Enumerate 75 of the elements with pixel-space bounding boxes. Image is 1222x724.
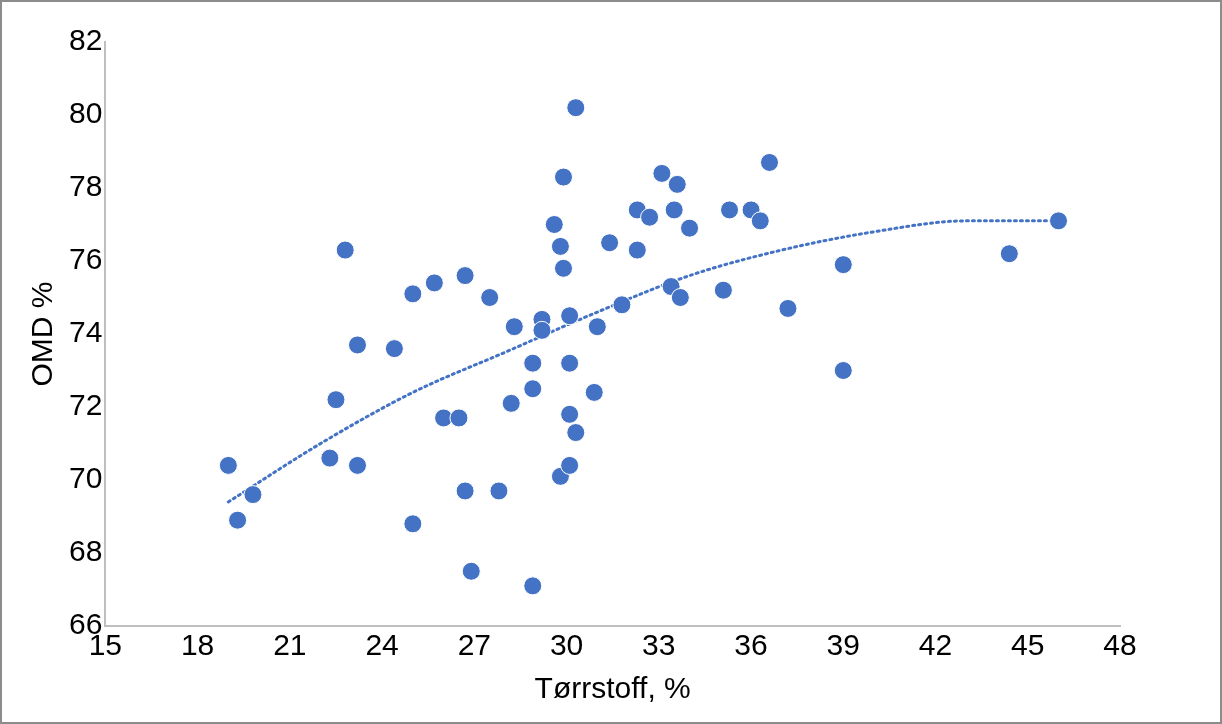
x-tick-label: 36 — [734, 628, 768, 662]
y-tick-label: 70 — [68, 461, 103, 495]
point — [560, 404, 580, 424]
x-tick-label: 42 — [918, 628, 953, 662]
point — [560, 455, 580, 475]
point — [523, 353, 543, 373]
point — [455, 481, 475, 501]
point — [750, 211, 770, 231]
point — [670, 288, 690, 307]
point — [999, 244, 1019, 264]
point — [461, 561, 481, 581]
point — [627, 240, 647, 260]
point — [560, 306, 580, 326]
point — [833, 361, 853, 380]
point — [680, 218, 700, 238]
x-axis-title: Tørrstoff, % — [534, 671, 691, 705]
point — [713, 280, 733, 300]
point — [384, 339, 404, 359]
y-tick-label: 82 — [68, 23, 103, 57]
point — [424, 273, 444, 293]
x-tick-label: 30 — [549, 628, 584, 662]
point — [560, 353, 580, 373]
y-tick-label: 78 — [68, 169, 103, 203]
x-tick-label: 33 — [642, 628, 676, 662]
point — [523, 576, 543, 596]
x-tick-label: 21 — [273, 628, 307, 662]
point — [218, 455, 238, 475]
x-tick-label: 48 — [1103, 628, 1137, 662]
point — [347, 455, 367, 475]
point — [553, 258, 573, 278]
x-tick-label: 18 — [180, 628, 215, 662]
point — [550, 236, 570, 256]
point — [489, 481, 509, 501]
y-tick-label: 72 — [68, 388, 103, 422]
point — [566, 98, 586, 118]
point — [612, 295, 632, 315]
point — [652, 163, 672, 183]
point — [501, 393, 521, 413]
point — [587, 317, 607, 337]
point — [640, 207, 660, 227]
point — [833, 255, 853, 275]
point — [504, 317, 524, 337]
point — [667, 174, 687, 194]
point — [243, 485, 263, 505]
point — [335, 240, 355, 260]
y-tick-label: 74 — [68, 315, 103, 349]
x-tick-label: 24 — [365, 628, 399, 662]
point — [326, 390, 346, 410]
point — [778, 298, 798, 318]
point — [449, 408, 469, 428]
point — [480, 288, 500, 307]
y-tick-label: 76 — [68, 242, 103, 276]
x-tick-label: 27 — [457, 628, 492, 662]
point — [403, 284, 423, 304]
point — [347, 335, 367, 355]
point — [759, 152, 779, 172]
point — [403, 514, 423, 534]
point — [553, 167, 573, 187]
y-axis-title: OMD % — [25, 281, 59, 387]
point — [720, 200, 740, 220]
point — [320, 448, 340, 468]
point — [600, 233, 620, 253]
y-tick-label: 80 — [68, 96, 103, 130]
x-tick-label: 45 — [1011, 628, 1045, 662]
point — [228, 510, 248, 530]
point — [1049, 211, 1069, 231]
point — [455, 266, 475, 286]
point — [544, 215, 564, 234]
point — [566, 423, 586, 443]
point — [532, 320, 552, 340]
point — [523, 379, 543, 399]
x-tick-label: 39 — [826, 628, 860, 662]
point — [664, 200, 684, 220]
point — [584, 382, 604, 402]
y-tick-label: 68 — [68, 534, 103, 568]
